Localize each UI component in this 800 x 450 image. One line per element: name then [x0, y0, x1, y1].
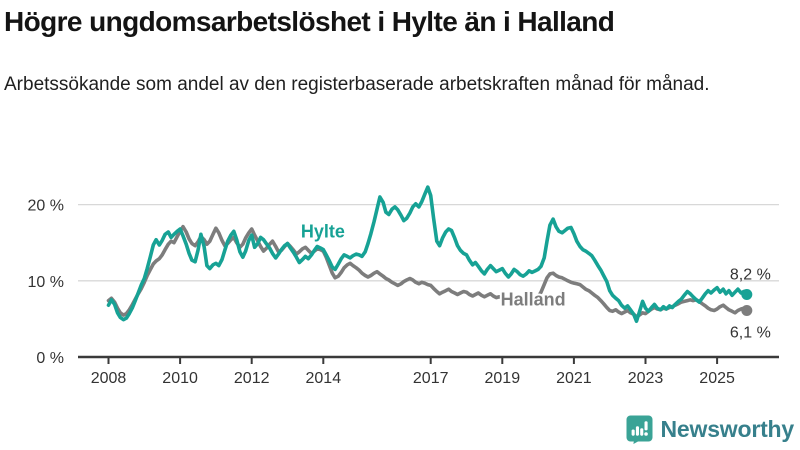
- line-chart: 0 % 10 % 20 % 2008 2010 2012 2014 2017 2019 2021 2…: [0, 160, 800, 405]
- series-label-halland: Halland: [501, 289, 566, 309]
- x-axis-tick-label: 2021: [556, 370, 592, 387]
- page-title: Högre ungdomsarbetslöshet i Hylte än i H…: [4, 6, 615, 37]
- brand-footer: Newsworthy: [626, 415, 794, 444]
- x-axis-tick-label: 2025: [699, 370, 735, 387]
- x-axis-tick-label: 2014: [306, 370, 342, 387]
- x-axis-tick-label: 2019: [485, 370, 521, 387]
- x-axis-tick-label: 2008: [91, 370, 127, 387]
- logo-exclamation-bar: [644, 421, 648, 431]
- x-axis-tick-label: 2017: [413, 370, 449, 387]
- series-end-dot-halland: [741, 305, 753, 317]
- y-axis-tick-label: 20 %: [28, 198, 64, 215]
- line-chart-canvas: 0 % 10 % 20 % 2008 2010 2012 2014 2017 2019 2021 2…: [28, 185, 779, 387]
- series-label-hylte: Hylte: [301, 221, 345, 241]
- series-end-value-halland: 6,1 %: [730, 325, 771, 342]
- y-axis-tick-label: 10 %: [28, 274, 64, 291]
- logo-exclamation-dot: [643, 432, 648, 436]
- x-axis-tick-label: 2023: [628, 370, 664, 387]
- series-end-dot-hylte: [741, 289, 753, 301]
- x-axis-tick-label: 2010: [162, 370, 198, 387]
- newsworthy-wordmark: Newsworthy: [660, 416, 795, 442]
- logo-barchart-glyph: [631, 421, 648, 436]
- newsworthy-logo-icon: [626, 415, 653, 444]
- series-end-value-hylte: 8,2 %: [730, 267, 771, 284]
- series-line-hylte: [106, 185, 749, 323]
- y-axis-tick-label: 0 %: [36, 350, 64, 367]
- chart-subtitle: Arbetssökande som andel av den registerb…: [4, 74, 710, 95]
- x-axis-tick-label: 2012: [234, 370, 270, 387]
